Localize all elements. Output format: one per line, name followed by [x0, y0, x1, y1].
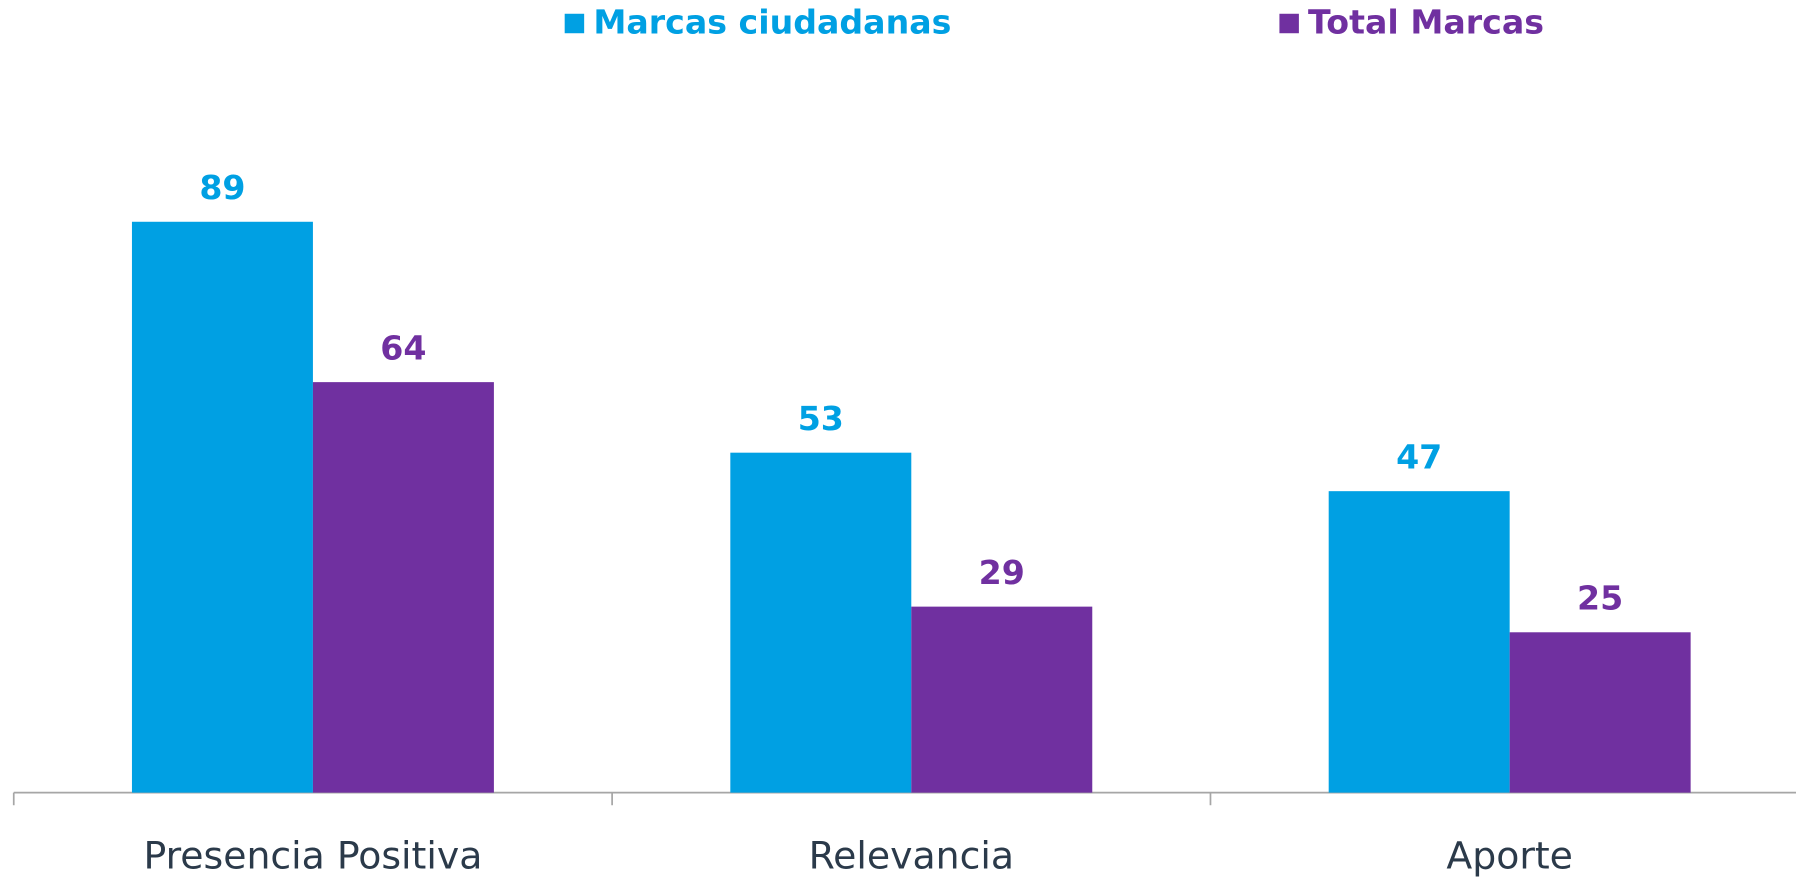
- data-label: 89: [199, 168, 245, 207]
- data-label: 29: [979, 553, 1025, 592]
- x-tick-label: Presencia Positiva: [143, 833, 482, 877]
- bar: [131, 221, 313, 793]
- data-label: 64: [380, 329, 426, 368]
- bar: [730, 452, 912, 793]
- legend-swatch: [1279, 13, 1299, 34]
- x-tick-label: Relevancia: [809, 833, 1014, 877]
- data-label: 53: [798, 399, 844, 438]
- bar: [1509, 632, 1691, 793]
- data-label: 25: [1577, 579, 1623, 618]
- legend-label: Total Marcas: [1308, 3, 1544, 42]
- legend-swatch: [564, 13, 585, 34]
- legend-label: Marcas ciudadanas: [593, 3, 951, 42]
- bar: [312, 382, 494, 793]
- bar: [911, 606, 1093, 793]
- x-tick-label: Aporte: [1446, 833, 1573, 877]
- bar: [1328, 491, 1510, 793]
- data-label: 47: [1396, 438, 1442, 477]
